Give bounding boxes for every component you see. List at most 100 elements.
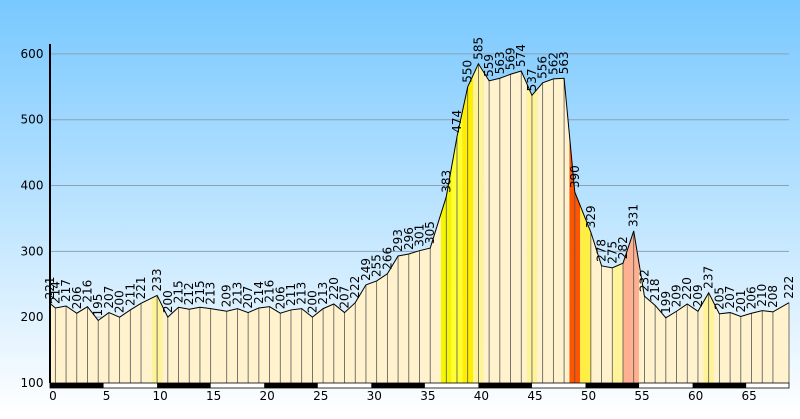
y-tick-label: 400 <box>21 179 44 193</box>
elevation-label: 305 <box>423 221 437 244</box>
elevation-label: 301 <box>413 224 427 247</box>
elevation-label: 218 <box>648 278 662 301</box>
elevation-label: 209 <box>220 284 234 307</box>
km-band <box>692 383 747 388</box>
y-tick-label: 300 <box>21 244 44 258</box>
profile-line <box>49 62 790 322</box>
elevation-label: 206 <box>273 286 287 309</box>
elevation-label: 233 <box>150 269 164 292</box>
profile-segment <box>622 230 640 383</box>
elevation-label: 563 <box>493 51 507 74</box>
km-band <box>264 383 318 388</box>
elevation-label: 585 <box>471 37 485 60</box>
elevation-label: 383 <box>439 170 453 193</box>
elevation-label: 221 <box>43 276 57 299</box>
y-tick-label: 500 <box>21 113 44 127</box>
elevation-label: 266 <box>380 247 394 270</box>
km-band <box>585 383 640 388</box>
elevation-label: 207 <box>102 286 116 309</box>
elevation-label: 213 <box>295 282 309 305</box>
elevation-label: 211 <box>284 283 298 306</box>
km-band <box>157 383 211 388</box>
elevation-label: 331 <box>627 204 641 227</box>
elevation-label: 210 <box>755 284 769 307</box>
elevation-label: 296 <box>402 227 416 250</box>
elevation-label: 220 <box>680 277 694 300</box>
elevation-label: 550 <box>461 60 475 83</box>
x-tick-label: 10 <box>152 389 167 403</box>
elevation-label: 237 <box>702 266 716 289</box>
x-tick-label: 60 <box>688 389 703 403</box>
elevation-label: 205 <box>712 287 726 310</box>
elevation-label: 537 <box>525 68 539 91</box>
x-tick-label: 40 <box>474 389 489 403</box>
elevation-label: 329 <box>584 205 598 228</box>
km-band <box>371 383 425 388</box>
y-tick-label: 100 <box>21 376 44 390</box>
elevation-label: 249 <box>359 258 373 281</box>
elevation-label: 222 <box>782 276 796 299</box>
elevation-label: 200 <box>113 290 127 313</box>
elevation-label: 200 <box>305 290 319 313</box>
km-band <box>478 383 532 388</box>
elevation-label: 563 <box>557 51 571 74</box>
profile-segment <box>50 298 152 383</box>
elevation-label: 390 <box>568 165 582 188</box>
elevation-label: 217 <box>59 279 73 302</box>
x-tick-label: 5 <box>103 389 111 403</box>
elevation-label: 209 <box>670 284 684 307</box>
profile-segment <box>580 205 591 383</box>
elevation-label: 199 <box>659 291 673 314</box>
x-tick-label: 45 <box>527 389 542 403</box>
elevation-label: 282 <box>616 236 630 259</box>
profile-segment <box>612 263 623 383</box>
x-tick-label: 0 <box>49 389 57 403</box>
elevation-label: 293 <box>391 229 405 252</box>
elevation-label: 220 <box>327 277 341 300</box>
elevation-label: 212 <box>182 282 196 305</box>
elevation-label: 559 <box>482 54 496 77</box>
x-tick-label: 50 <box>581 389 596 403</box>
elevation-label: 213 <box>316 282 330 305</box>
elevation-label: 214 <box>48 281 62 304</box>
elevation-label: 278 <box>595 239 609 262</box>
x-tick-label: 35 <box>420 389 435 403</box>
elevation-label: 255 <box>370 254 384 277</box>
km-band <box>50 383 104 388</box>
elevation-label: 214 <box>252 281 266 304</box>
x-tick-label: 15 <box>206 389 221 403</box>
elevation-label: 200 <box>161 290 175 313</box>
axes: 100 200 300 400 500 600 0 5 10 15 20 25 30 35 40 45 50 55… <box>21 44 790 403</box>
x-tick-label: 20 <box>260 389 275 403</box>
elevation-label: 211 <box>123 283 137 306</box>
elevation-label: 213 <box>230 282 244 305</box>
profile-segment <box>483 70 527 384</box>
elevation-label: 216 <box>80 280 94 303</box>
elevation-label: 562 <box>546 52 560 75</box>
elevation-label: 556 <box>536 56 550 79</box>
elevation-area <box>49 62 790 384</box>
elevation-label: 206 <box>70 286 84 309</box>
elevation-label: 207 <box>241 286 255 309</box>
y-tick-label: 600 <box>21 47 44 61</box>
elevation-label: 569 <box>504 47 518 70</box>
elevation-label: 216 <box>263 280 277 303</box>
elevation-label: 201 <box>734 290 748 313</box>
elevation-label: 208 <box>766 285 780 308</box>
elevation-label: 222 <box>348 276 362 299</box>
elevation-label: 474 <box>450 110 464 133</box>
elevation-label: 215 <box>193 280 207 303</box>
elevation-label: 195 <box>91 294 105 317</box>
x-tick-label: 55 <box>634 389 649 403</box>
elevation-label: 213 <box>204 282 218 305</box>
elevation-label: 232 <box>637 269 651 292</box>
elevation-label: 221 <box>134 276 148 299</box>
elevation-label: 209 <box>691 284 705 307</box>
profile-segment <box>162 213 441 383</box>
elevation-label: 207 <box>723 286 737 309</box>
elevation-label: 206 <box>745 286 759 309</box>
y-tick-label: 200 <box>21 310 44 324</box>
